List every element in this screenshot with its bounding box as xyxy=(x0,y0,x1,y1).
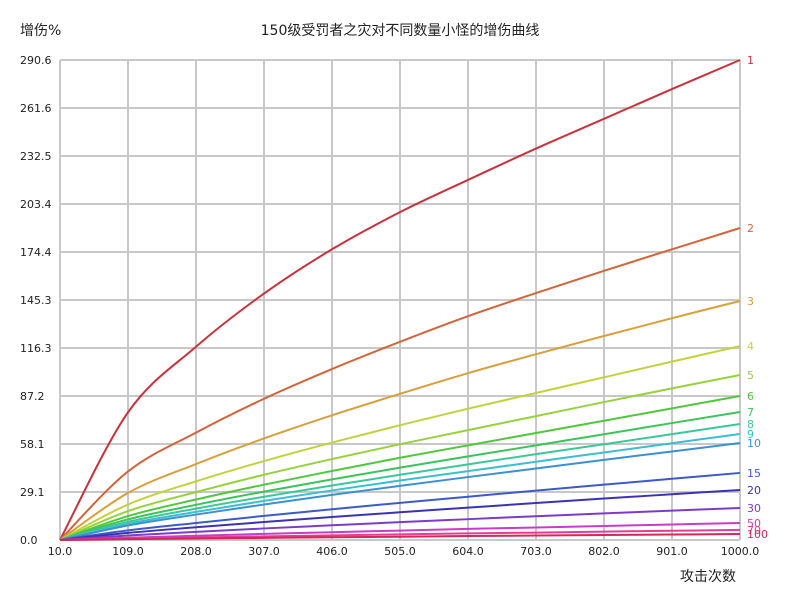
y-tick-label: 0.0 xyxy=(20,534,38,547)
x-tick-label: 901.0 xyxy=(656,545,688,558)
x-tick-label: 802.0 xyxy=(588,545,620,558)
series-label-9: 9 xyxy=(747,428,754,441)
series-line-100 xyxy=(59,533,741,541)
series-line-6 xyxy=(59,394,741,541)
y-axis-title: 增伤% xyxy=(20,23,62,39)
x-tick-label: 208.0 xyxy=(180,545,212,558)
series-lines xyxy=(59,59,741,541)
y-tick-label: 203.4 xyxy=(20,198,52,211)
y-tick-label: 232.5 xyxy=(20,150,52,163)
series-label-1: 1 xyxy=(747,54,754,67)
series-line-2 xyxy=(59,227,741,541)
series-line-1 xyxy=(59,59,741,541)
series-line-3 xyxy=(59,300,741,541)
series-line-9 xyxy=(59,432,741,541)
y-tick-label: 261.6 xyxy=(20,102,52,115)
x-tick-label: 406.0 xyxy=(316,545,348,558)
y-tick-label: 29.1 xyxy=(20,486,45,499)
series-label-100: 100 xyxy=(747,528,768,541)
series-line-20 xyxy=(59,488,741,541)
series-label-10: 10 xyxy=(747,437,761,450)
series-label-15: 15 xyxy=(747,467,761,480)
y-tick-label: 145.3 xyxy=(20,294,52,307)
series-line-15 xyxy=(59,471,741,541)
series-line-8 xyxy=(59,423,741,541)
series-line-10 xyxy=(59,442,741,541)
x-tick-label: 10.0 xyxy=(48,545,73,558)
series-label-7: 7 xyxy=(747,406,754,419)
y-tick-label: 290.6 xyxy=(20,54,52,67)
series-label-2: 2 xyxy=(747,222,754,235)
series-line-4 xyxy=(59,345,741,541)
x-tick-label: 307.0 xyxy=(248,545,280,558)
y-tick-label: 116.3 xyxy=(20,342,52,355)
series-label-20: 20 xyxy=(747,484,761,497)
x-axis-ticks: 10.0 109.0 208.0 307.0 406.0 505.0 604.0 703.0 8… xyxy=(48,545,760,558)
chart-title: 150级受罚者之灾对不同数量小怪的增伤曲线 xyxy=(260,23,540,39)
x-tick-label: 505.0 xyxy=(384,545,416,558)
series-line-30 xyxy=(59,506,741,541)
series-label-3: 3 xyxy=(747,295,754,308)
series-line-7 xyxy=(59,411,741,541)
series-label-5: 5 xyxy=(747,369,754,382)
series-label-4: 4 xyxy=(747,340,754,353)
series-label-8: 8 xyxy=(747,418,754,431)
series-label-70: 70 xyxy=(747,524,761,537)
series-label-50: 50 xyxy=(747,517,761,530)
x-tick-label: 109.0 xyxy=(112,545,144,558)
series-line-50 xyxy=(59,521,741,541)
series-line-5 xyxy=(59,374,741,541)
series-label-6: 6 xyxy=(747,390,754,403)
x-tick-label: 604.0 xyxy=(452,545,484,558)
y-axis-ticks: 0.0 29.1 58.1 87.2 116.3 145.3 174.4 203.4 232.5… xyxy=(20,54,52,547)
x-tick-label: 1000.0 xyxy=(721,545,760,558)
series-label-30: 30 xyxy=(747,502,761,515)
y-tick-label: 58.1 xyxy=(20,438,45,451)
x-axis-title: 攻击次数 xyxy=(680,569,736,585)
y-tick-label: 87.2 xyxy=(20,390,45,403)
y-tick-label: 174.4 xyxy=(20,246,52,259)
x-tick-label: 703.0 xyxy=(520,545,552,558)
